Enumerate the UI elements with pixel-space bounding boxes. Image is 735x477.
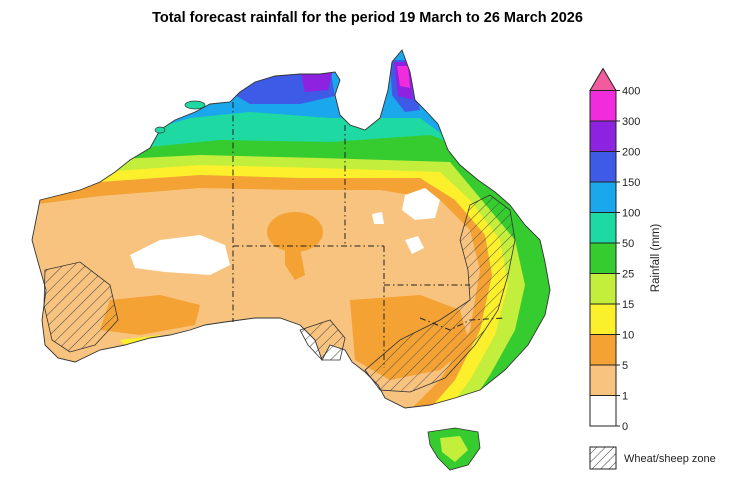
wheat-sheep-legend-label: Wheat/sheep zone xyxy=(624,453,716,465)
legend-band xyxy=(589,273,617,305)
legend-band xyxy=(589,395,617,427)
legend-tick-label: 10 xyxy=(622,330,634,342)
legend-tick-label: 15 xyxy=(622,299,634,311)
legend-band xyxy=(589,242,617,274)
legend-band xyxy=(589,181,617,213)
legend-band xyxy=(589,303,617,335)
legend-band xyxy=(589,212,617,244)
legend-tick-label: 25 xyxy=(622,269,634,281)
legend-tick-label: 1 xyxy=(622,391,628,403)
wheat-sheep-legend-swatch xyxy=(589,446,617,470)
legend-tick-label: 200 xyxy=(622,147,640,159)
legend-tick-label: 300 xyxy=(622,116,640,128)
tasmania xyxy=(427,427,481,471)
legend-band xyxy=(589,334,617,366)
northern-islands xyxy=(154,100,206,134)
legend-arrow-band xyxy=(589,67,617,91)
coastline xyxy=(31,49,551,409)
legend-tick-label: 400 xyxy=(622,86,640,98)
legend-band xyxy=(589,151,617,183)
legend-tick-label: 100 xyxy=(622,208,640,220)
map-title: Total forecast rainfall for the period 1… xyxy=(152,10,583,26)
legend-tick-label: 0 xyxy=(622,421,628,433)
legend-tick-label: 150 xyxy=(622,177,640,189)
legend-band xyxy=(589,364,617,396)
legend-band xyxy=(589,90,617,122)
wheat-sheep-zones xyxy=(43,194,516,393)
state-borders xyxy=(232,102,506,368)
legend-tick-label: 5 xyxy=(622,360,628,372)
legend-axis-label: Rainfall (mm) xyxy=(650,224,662,293)
legend-tick-label: 50 xyxy=(622,238,634,250)
legend-band xyxy=(589,120,617,152)
